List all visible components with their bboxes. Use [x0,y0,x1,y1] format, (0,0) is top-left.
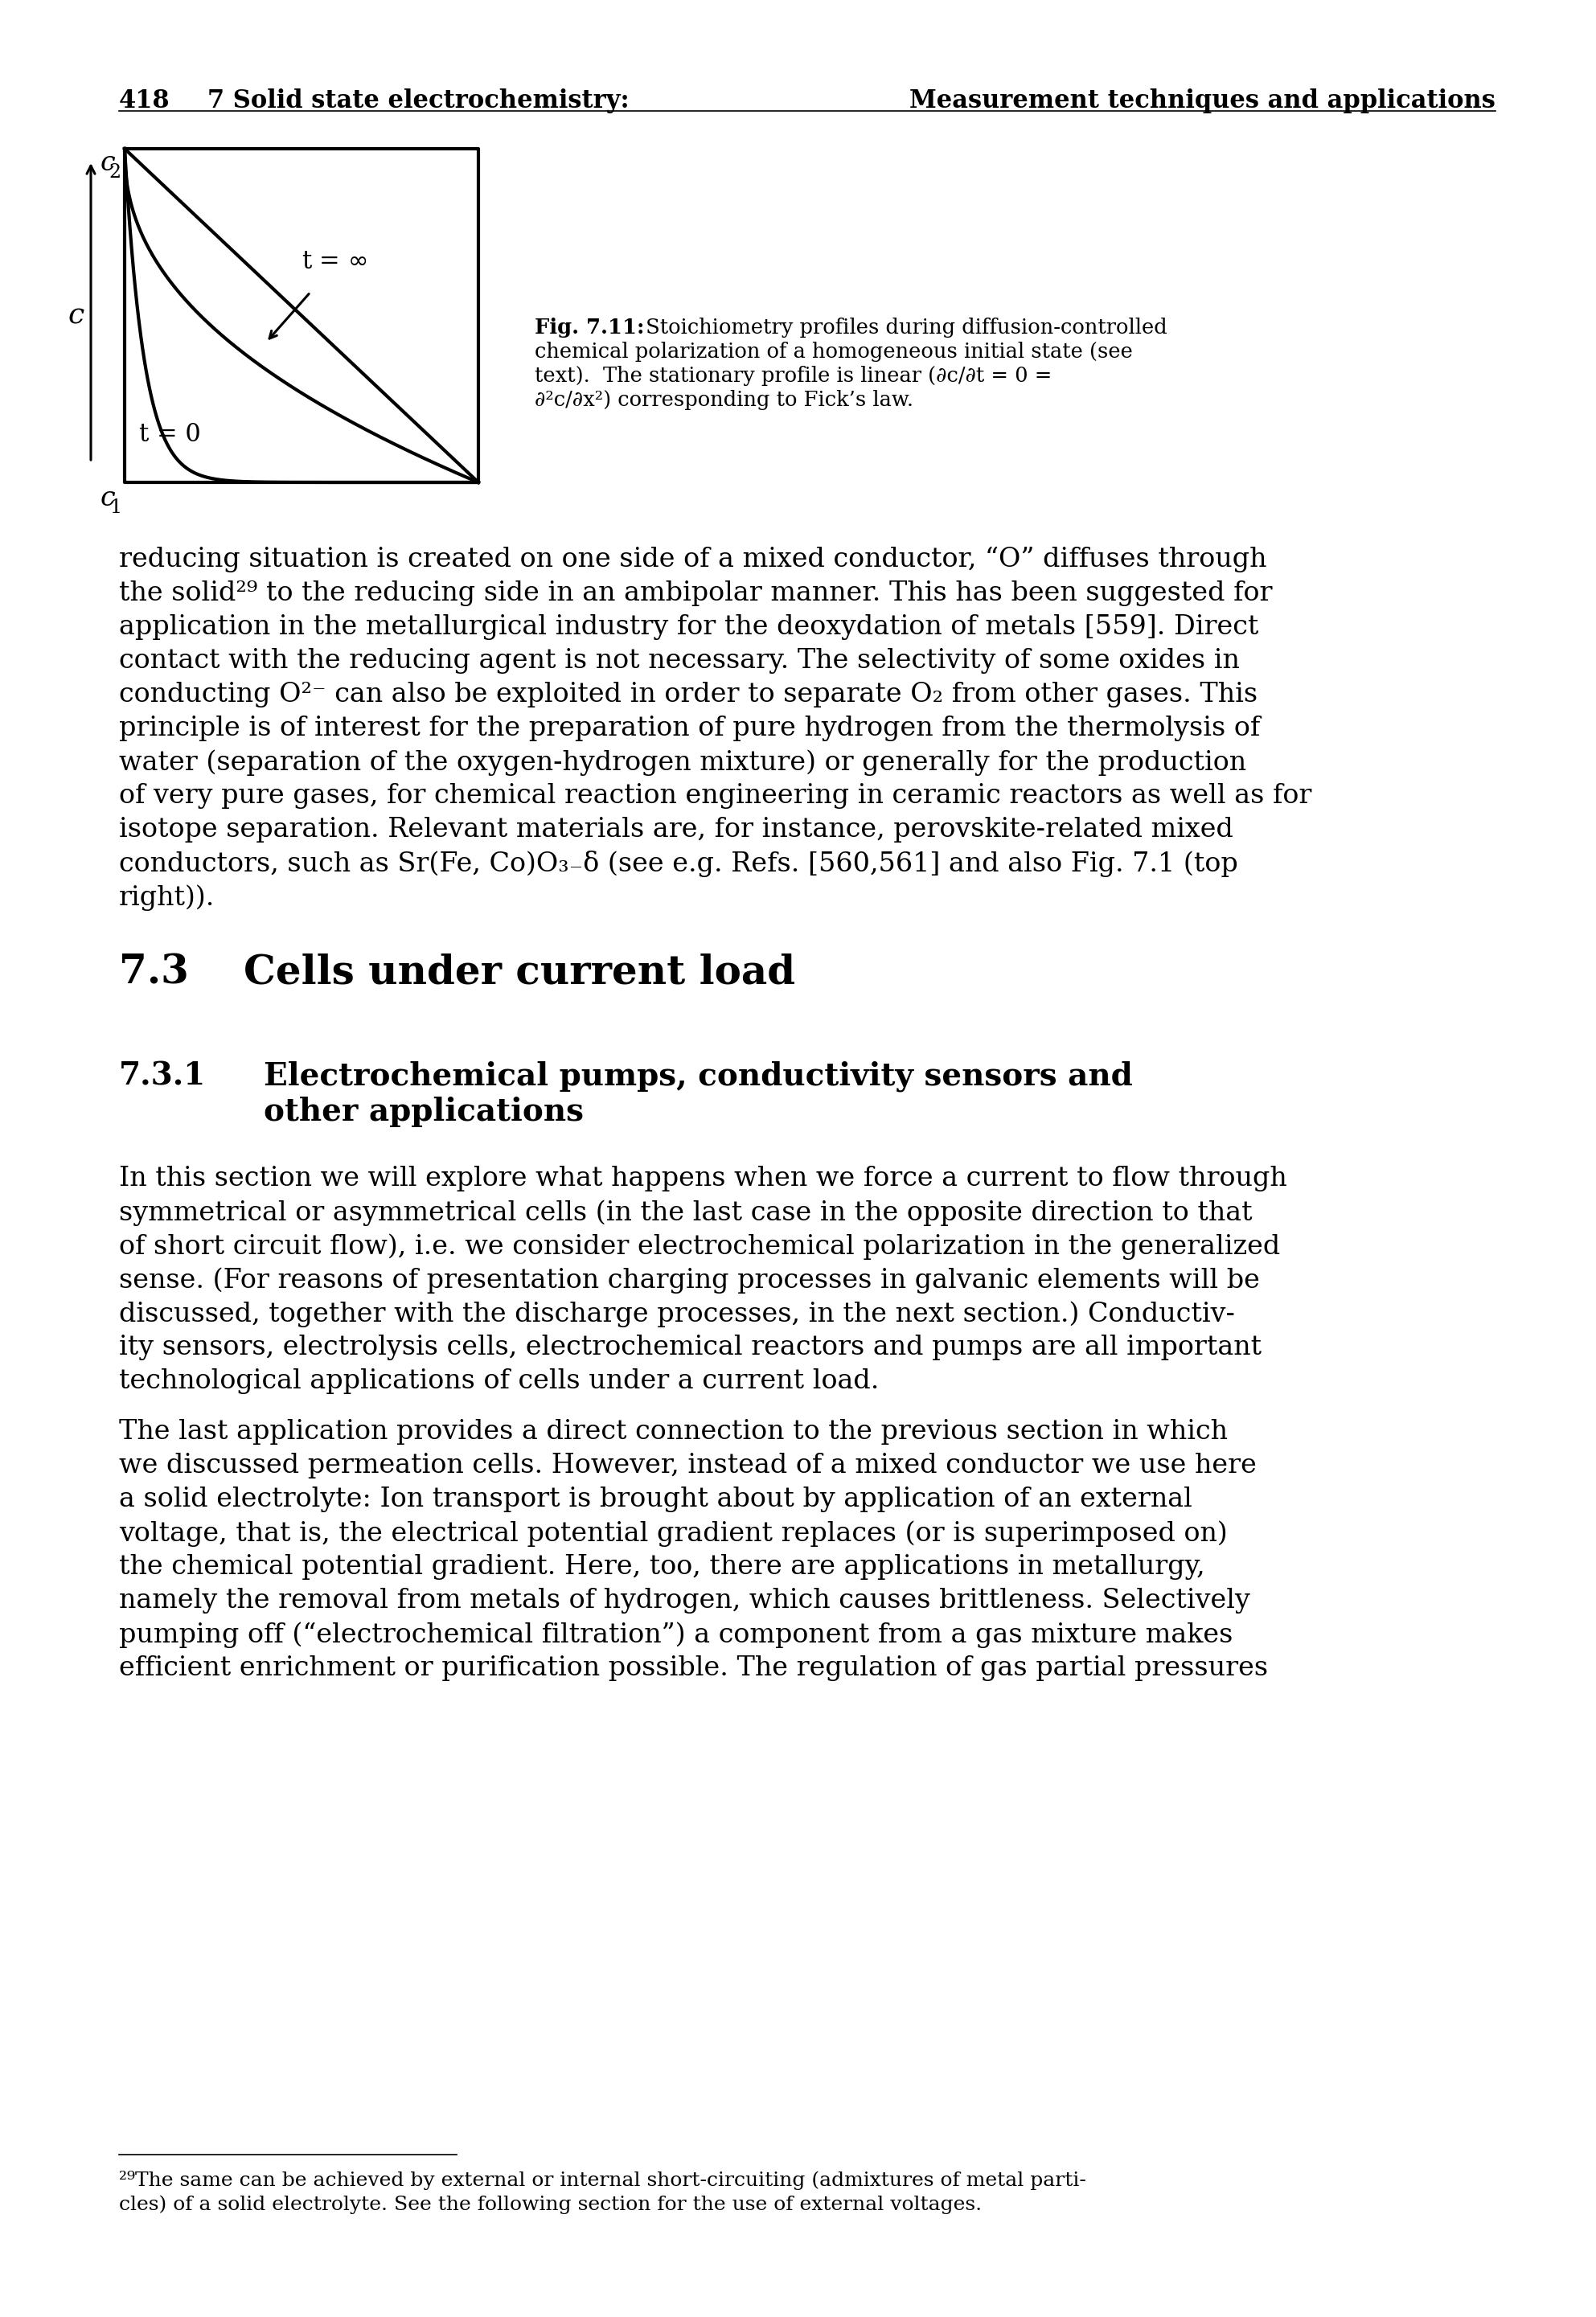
Text: chemical polarization of a homogeneous initial state (see: chemical polarization of a homogeneous i… [535,341,1133,361]
Text: the solid²⁹ to the reducing side in an ambipolar manner. This has been suggested: the solid²⁹ to the reducing side in an a… [120,582,1272,607]
Text: other applications: other applications [263,1096,584,1126]
Text: 7.3.1: 7.3.1 [120,1061,206,1091]
Text: symmetrical or asymmetrical cells (in the last case in the opposite direction to: symmetrical or asymmetrical cells (in th… [120,1200,1253,1226]
Text: namely the removal from metals of hydrogen, which causes brittleness. Selectivel: namely the removal from metals of hydrog… [120,1587,1250,1613]
Text: voltage, that is, the electrical potential gradient replaces (or is superimposed: voltage, that is, the electrical potenti… [120,1520,1227,1545]
Text: isotope separation. Relevant materials are, for instance, perovskite-related mix: isotope separation. Relevant materials a… [120,818,1234,843]
Text: text).  The stationary profile is linear (∂c/∂t = 0 =: text). The stationary profile is linear … [535,366,1052,387]
Text: 2: 2 [109,162,121,181]
Text: discussed, together with the discharge processes, in the next section.) Conducti: discussed, together with the discharge p… [120,1300,1235,1328]
Text: conducting O²⁻ can also be exploited in order to separate O₂ from other gases. T: conducting O²⁻ can also be exploited in … [120,681,1258,707]
Text: reducing situation is created on one side of a mixed conductor, “O” diffuses thr: reducing situation is created on one sid… [120,547,1267,572]
Text: efficient enrichment or purification possible. The regulation of gas partial pre: efficient enrichment or purification pos… [120,1654,1269,1682]
Text: t = $\infty$: t = $\infty$ [302,248,367,273]
Text: ∂²c/∂x²) corresponding to Fick’s law.: ∂²c/∂x²) corresponding to Fick’s law. [535,389,913,410]
Text: t = 0: t = 0 [139,422,201,447]
Text: contact with the reducing agent is not necessary. The selectivity of some oxides: contact with the reducing agent is not n… [120,649,1240,674]
Text: c: c [69,301,85,329]
Text: the chemical potential gradient. Here, too, there are applications in metallurgy: the chemical potential gradient. Here, t… [120,1555,1205,1580]
Text: right)).: right)). [120,885,215,911]
Text: c: c [101,487,115,512]
Text: ity sensors, electrolysis cells, electrochemical reactors and pumps are all impo: ity sensors, electrolysis cells, electro… [120,1335,1261,1360]
Text: conductors, such as Sr(Fe, Co)O₃₋δ (see e.g. Refs. [560,561] and also Fig. 7.1 (: conductors, such as Sr(Fe, Co)O₃₋δ (see … [120,850,1238,878]
Text: 1: 1 [109,498,121,517]
Text: sense. (For reasons of presentation charging processes in galvanic elements will: sense. (For reasons of presentation char… [120,1267,1259,1293]
Text: pumping off (“electrochemical filtration”) a component from a gas mixture makes: pumping off (“electrochemical filtration… [120,1622,1232,1647]
Text: we discussed permeation cells. However, instead of a mixed conductor we use here: we discussed permeation cells. However, … [120,1453,1256,1478]
Text: c: c [101,151,115,176]
Text: Fig. 7.11:: Fig. 7.11: [535,317,645,338]
Text: 7.3: 7.3 [120,952,188,992]
Text: 7 Solid state electrochemistry:: 7 Solid state electrochemistry: [207,88,629,114]
Text: Cells under current load: Cells under current load [244,952,795,992]
Text: of very pure gases, for chemical reaction engineering in ceramic reactors as wel: of very pure gases, for chemical reactio… [120,783,1312,809]
Text: cles) of a solid electrolyte. See the following section for the use of external : cles) of a solid electrolyte. See the fo… [120,2194,982,2213]
Text: technological applications of cells under a current load.: technological applications of cells unde… [120,1369,879,1395]
Text: water (separation of the oxygen-hydrogen mixture) or generally for the productio: water (separation of the oxygen-hydrogen… [120,748,1246,776]
Text: application in the metallurgical industry for the deoxydation of metals [559]. D: application in the metallurgical industr… [120,614,1259,639]
Text: of short circuit flow), i.e. we consider electrochemical polarization in the gen: of short circuit flow), i.e. we consider… [120,1233,1280,1260]
Text: principle is of interest for the preparation of pure hydrogen from the thermolys: principle is of interest for the prepara… [120,716,1261,741]
Text: ²⁹The same can be achieved by external or internal short-circuiting (admixtures : ²⁹The same can be achieved by external o… [120,2171,1087,2190]
Text: The last application provides a direct connection to the previous section in whi: The last application provides a direct c… [120,1418,1227,1446]
Text: Measurement techniques and applications: Measurement techniques and applications [910,88,1495,114]
Text: a solid electrolyte: Ion transport is brought about by application of an externa: a solid electrolyte: Ion transport is br… [120,1488,1192,1513]
Text: Stoichiometry profiles during diffusion-controlled: Stoichiometry profiles during diffusion-… [640,317,1167,338]
Text: In this section we will explore what happens when we force a current to flow thr: In this section we will explore what hap… [120,1165,1286,1191]
Text: 418: 418 [120,88,171,114]
Text: Electrochemical pumps, conductivity sensors and: Electrochemical pumps, conductivity sens… [263,1061,1133,1091]
